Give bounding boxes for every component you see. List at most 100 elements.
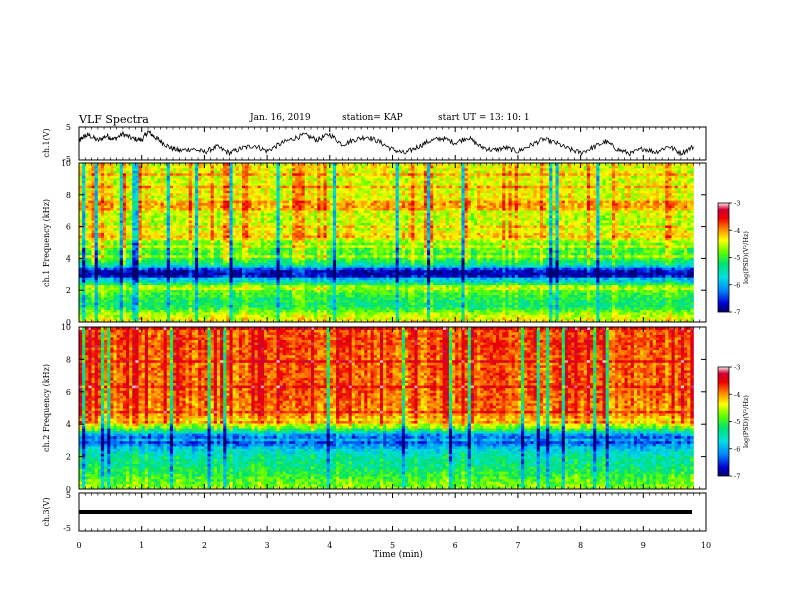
heatmap-cell	[223, 260, 226, 263]
heatmap-cell	[214, 247, 217, 250]
heatmap-cell	[298, 165, 301, 168]
heatmap-cell	[95, 185, 98, 188]
heatmap-cell	[233, 317, 236, 320]
heatmap-cell	[173, 203, 176, 206]
heatmap-cell	[277, 228, 280, 231]
heatmap-cell	[148, 280, 151, 283]
heatmap-cell	[198, 165, 201, 168]
heatmap-cell	[314, 297, 317, 300]
heatmap-cell	[286, 238, 289, 241]
heatmap-cell	[308, 230, 311, 233]
heatmap-cell	[267, 305, 270, 308]
heatmap-cell	[139, 175, 142, 178]
heatmap-cell	[220, 168, 223, 171]
heatmap-cell	[314, 185, 317, 188]
heatmap-cell	[151, 225, 154, 228]
heatmap-cell	[239, 190, 242, 193]
heatmap-cell	[79, 267, 82, 270]
heatmap-cell	[82, 233, 85, 236]
heatmap-cell	[104, 220, 107, 223]
heatmap-cell	[201, 223, 204, 226]
heatmap-cell	[267, 208, 270, 211]
heatmap-cell	[179, 200, 182, 203]
heatmap-cell	[264, 243, 267, 246]
heatmap-cell	[179, 290, 182, 293]
heatmap-cell	[229, 188, 232, 191]
heatmap-cell	[157, 203, 160, 206]
heatmap-cell	[204, 200, 207, 203]
heatmap-cell	[85, 280, 88, 283]
heatmap-cell	[129, 277, 132, 280]
heatmap-cell	[208, 300, 211, 303]
heatmap-cell	[192, 317, 195, 320]
heatmap-cell	[211, 260, 214, 263]
heatmap-cell	[270, 260, 273, 263]
heatmap-cell	[107, 275, 110, 278]
heatmap-cell	[242, 297, 245, 300]
heatmap-cell	[261, 170, 264, 173]
heatmap-cell	[145, 245, 148, 248]
heatmap-cell	[283, 240, 286, 243]
heatmap-cell	[135, 188, 138, 191]
heatmap-cell	[82, 190, 85, 193]
heatmap-cell	[101, 297, 104, 300]
heatmap-cell	[273, 208, 276, 211]
heatmap-cell	[217, 168, 220, 171]
heatmap-cell	[267, 252, 270, 255]
heatmap-cell	[195, 203, 198, 206]
heatmap-cell	[173, 185, 176, 188]
heatmap-cell	[151, 170, 154, 173]
heatmap-cell	[132, 175, 135, 178]
heatmap-cell	[95, 198, 98, 201]
heatmap-cell	[208, 280, 211, 283]
heatmap-cell	[182, 175, 185, 178]
heatmap-cell	[223, 255, 226, 258]
heatmap-cell	[233, 195, 236, 198]
heatmap-cell	[148, 245, 151, 248]
heatmap-cell	[248, 223, 251, 226]
heatmap-cell	[280, 185, 283, 188]
heatmap-cell	[248, 220, 251, 223]
heatmap-cell	[251, 188, 254, 191]
heatmap-cell	[317, 252, 320, 255]
heatmap-cell	[135, 218, 138, 221]
heatmap-cell	[236, 178, 239, 181]
heatmap-cell	[277, 267, 280, 270]
heatmap-cell	[239, 280, 242, 283]
heatmap-cell	[182, 302, 185, 305]
heatmap-cell	[245, 240, 248, 243]
heatmap-cell	[286, 282, 289, 285]
heatmap-cell	[311, 290, 314, 293]
heatmap-cell	[145, 270, 148, 273]
heatmap-cell	[154, 290, 157, 293]
heatmap-cell	[204, 243, 207, 246]
heatmap-cell	[217, 317, 220, 320]
heatmap-cell	[182, 282, 185, 285]
heatmap-cell	[142, 183, 145, 186]
heatmap-cell	[142, 282, 145, 285]
heatmap-cell	[204, 218, 207, 221]
heatmap-cell	[176, 245, 179, 248]
heatmap-cell	[189, 203, 192, 206]
heatmap-cell	[320, 205, 323, 208]
heatmap-cell	[107, 223, 110, 226]
heatmap-cell	[98, 168, 101, 171]
heatmap-cell	[164, 257, 167, 260]
heatmap-cell	[211, 255, 214, 258]
heatmap-cell	[85, 257, 88, 260]
heatmap-cell	[302, 290, 305, 293]
heatmap-cell	[101, 220, 104, 223]
heatmap-cell	[277, 168, 280, 171]
heatmap-cell	[176, 193, 179, 196]
heatmap-cell	[117, 198, 120, 201]
heatmap-cell	[267, 190, 270, 193]
heatmap-cell	[204, 260, 207, 263]
heatmap-cell	[280, 215, 283, 218]
heatmap-cell	[261, 302, 264, 305]
heatmap-cell	[157, 195, 160, 198]
heatmap-cell	[258, 282, 261, 285]
heatmap-cell	[270, 203, 273, 206]
heatmap-cell	[286, 220, 289, 223]
heatmap-cell	[226, 292, 229, 295]
heatmap-cell	[164, 243, 167, 246]
